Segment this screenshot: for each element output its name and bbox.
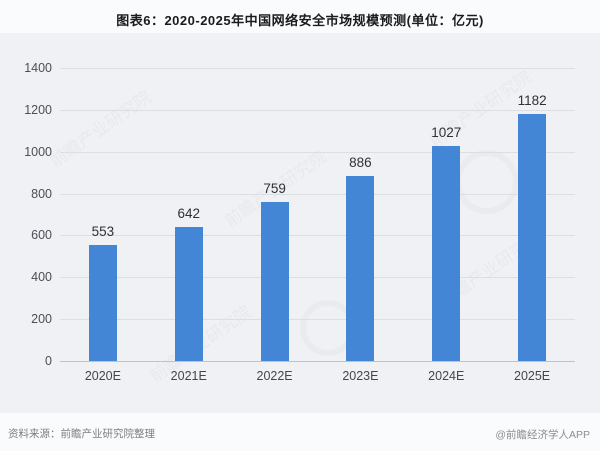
plot-area: 553 642 759 886 1027 1182 [60, 68, 575, 362]
gridline [60, 151, 575, 153]
gridline [60, 68, 575, 69]
bar-value-label: 1182 [517, 92, 547, 108]
x-axis-line [60, 361, 575, 362]
x-tick-label: 2020E [84, 369, 121, 383]
gridline [60, 193, 575, 195]
source-note: 资料来源：前瞻产业研究院整理 [8, 428, 155, 440]
gridline [60, 109, 575, 111]
bar-value-label: 759 [263, 181, 286, 197]
x-tick-label: 2023E [342, 369, 379, 383]
bar-2023E [346, 175, 375, 361]
y-tick-label: 1400 [24, 61, 52, 75]
bar-2020E [88, 245, 117, 361]
gridline [60, 277, 575, 279]
y-tick-label: 1000 [24, 144, 52, 159]
gridline [60, 319, 575, 321]
bar-value-label: 642 [177, 205, 201, 221]
bar-2025E [518, 113, 547, 361]
x-tick-label: 2025E [514, 369, 551, 383]
bar-value-label: 1027 [431, 125, 462, 141]
x-tick-label: 2021E [170, 369, 207, 383]
credit-note: @前瞻经济学人APP [495, 429, 590, 441]
x-tick-label: 2022E [256, 369, 293, 383]
bar-value-label: 886 [349, 154, 372, 170]
gridline [60, 235, 575, 237]
y-tick-label: 200 [31, 312, 52, 327]
y-tick-label: 400 [31, 270, 52, 285]
chart-title: 图表6：2020-2025年中国网络安全市场规模预测(单位：亿元) [116, 13, 484, 28]
x-tick-label: 2024E [428, 369, 465, 383]
bar-2022E [260, 202, 289, 361]
y-tick-label: 800 [31, 186, 52, 201]
y-tick-label: 1200 [24, 102, 52, 117]
y-tick-label: 600 [31, 228, 52, 243]
bar-2024E [432, 146, 461, 361]
bar-2021E [174, 226, 203, 361]
bar-value-label: 553 [91, 224, 115, 240]
y-tick-label: 0 [45, 354, 52, 368]
